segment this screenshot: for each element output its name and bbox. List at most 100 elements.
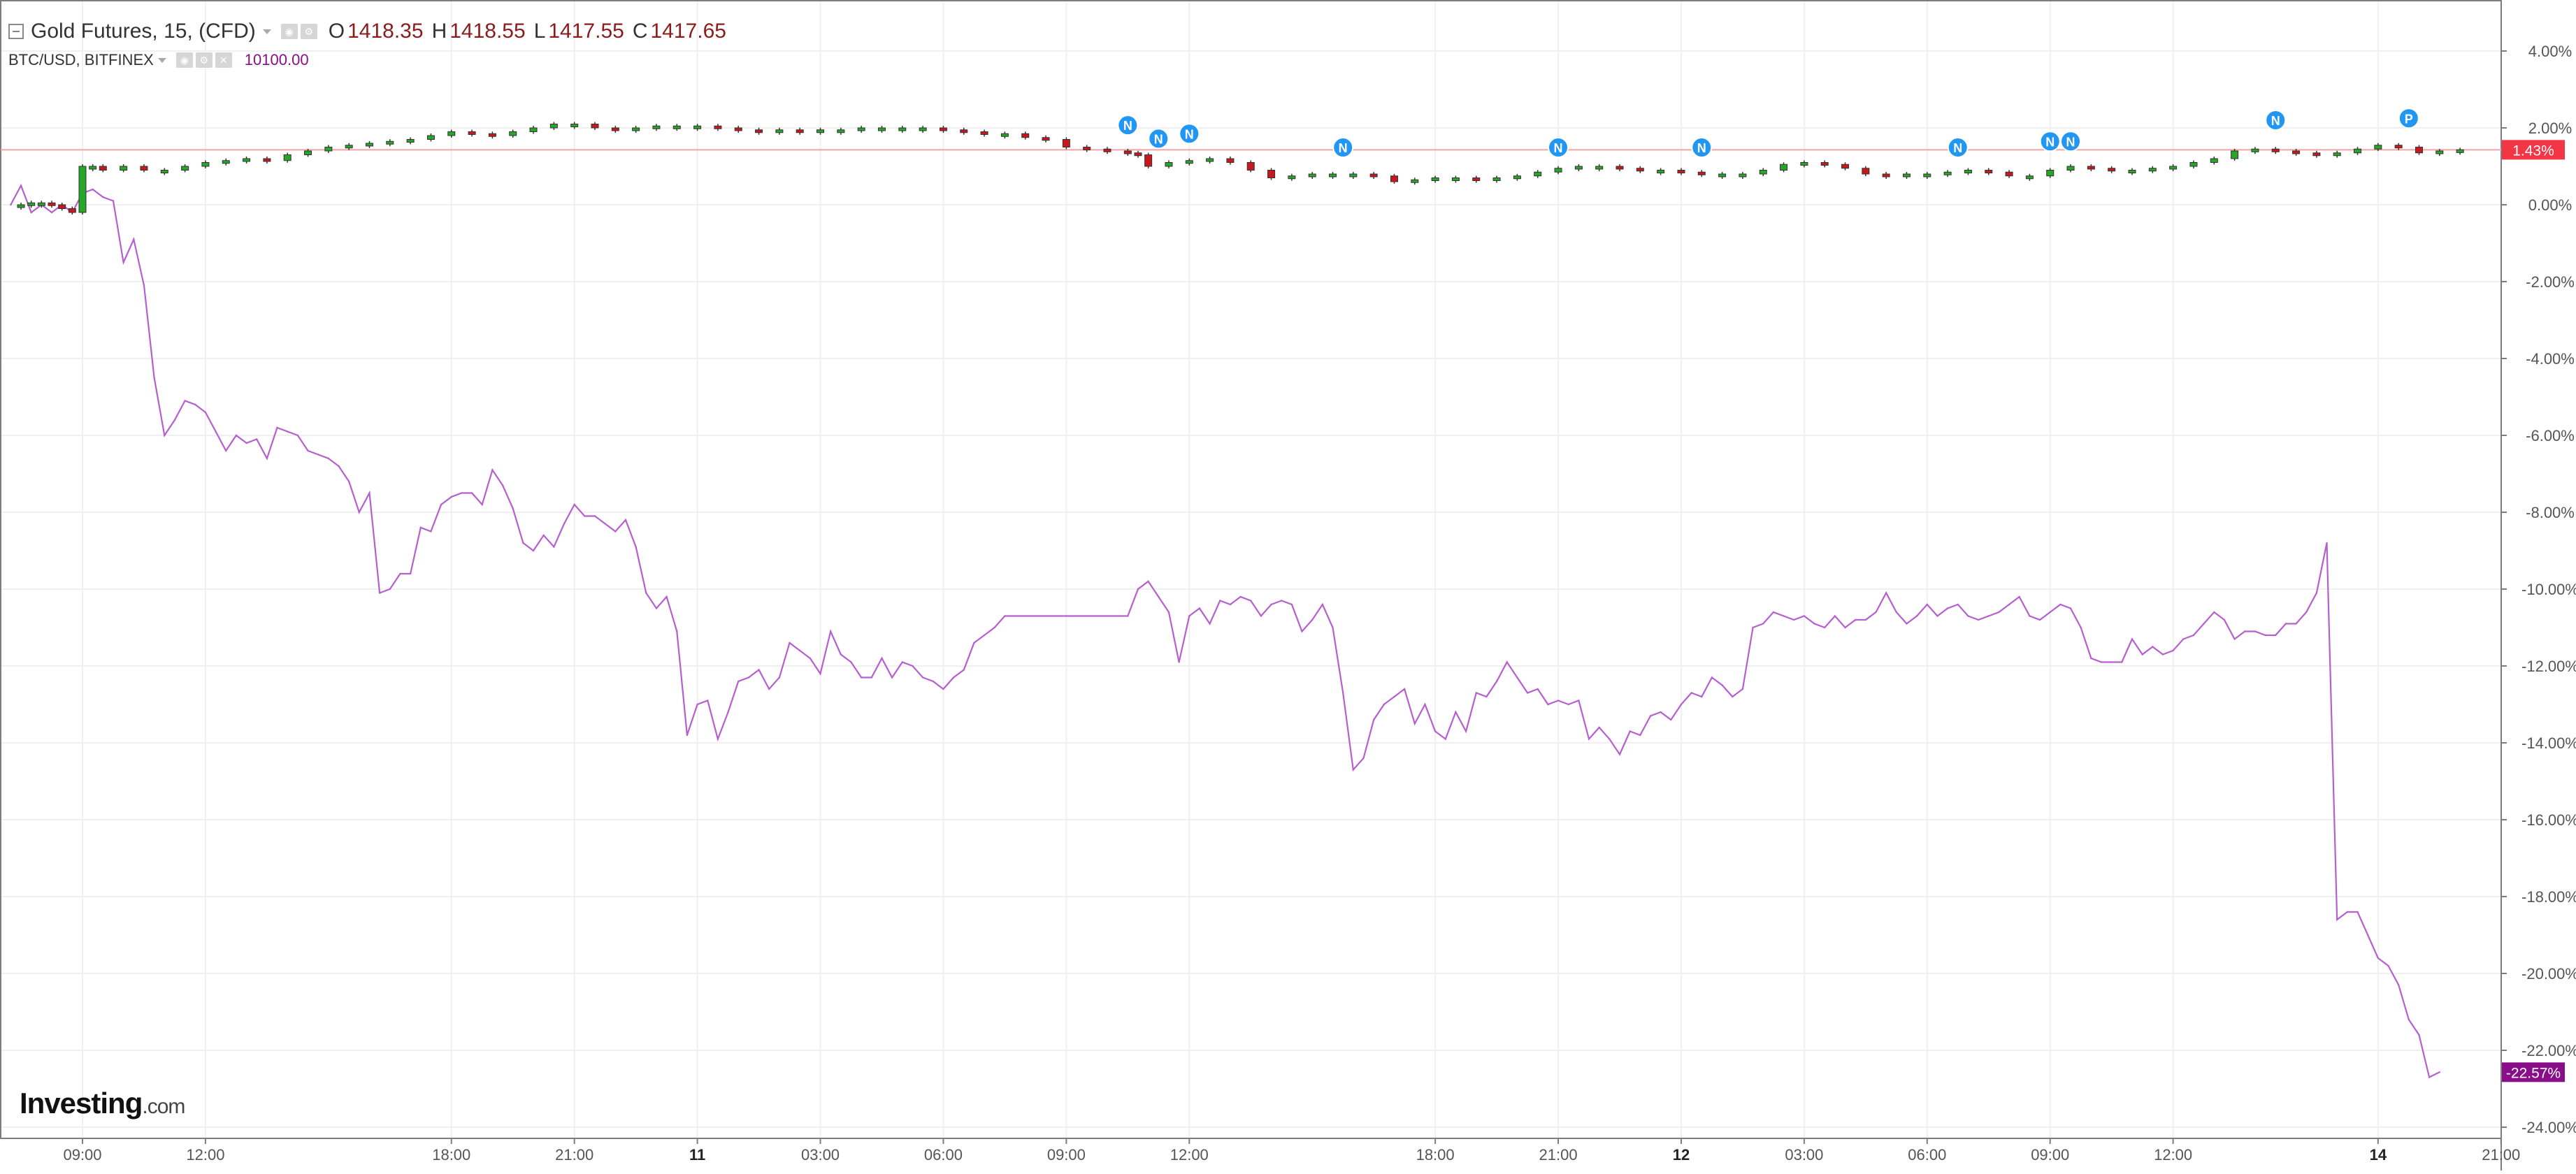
candle: [488, 133, 496, 137]
btc-point: [20, 184, 22, 187]
event-marker-label: P: [2405, 112, 2413, 126]
event-marker-label: N: [1123, 119, 1132, 133]
compare-symbol[interactable]: BTC/USD, BITFINEX: [8, 51, 154, 68]
btc-point: [470, 492, 473, 494]
y-tick-label: -22.00%: [2521, 1042, 2576, 1059]
candle: [837, 129, 845, 133]
btc-point: [1413, 723, 1416, 725]
btc-point: [2438, 1071, 2440, 1073]
btc-point: [2029, 615, 2031, 617]
candle: [570, 124, 579, 127]
btc-point: [1598, 726, 1600, 729]
candle: [222, 160, 230, 164]
candle: [140, 166, 148, 171]
candle: [2087, 166, 2095, 170]
candle: [1103, 148, 1111, 152]
candle: [2148, 168, 2157, 172]
event-marker-label: N: [2271, 114, 2280, 128]
candle: [1267, 170, 1276, 178]
candle: [734, 127, 742, 131]
collapse-icon[interactable]: [8, 24, 24, 39]
btc-point: [1178, 661, 1180, 663]
close-label: C: [632, 20, 648, 43]
btc-point: [747, 676, 750, 679]
btc-point: [993, 626, 995, 629]
candle: [611, 127, 619, 131]
btc-point: [1526, 692, 1529, 694]
x-tick-label: 18:00: [432, 1146, 470, 1164]
candle: [2312, 152, 2321, 157]
btc-point: [983, 634, 986, 637]
btc-point: [1290, 603, 1293, 606]
candle: [898, 127, 907, 131]
candle: [2251, 148, 2259, 152]
btc-point: [1998, 611, 2000, 614]
chevron-down-icon[interactable]: [262, 29, 271, 34]
btc-point: [1701, 695, 1703, 698]
btc-point: [614, 530, 617, 532]
btc-point: [2397, 984, 2400, 986]
brand-name: Investing: [20, 1087, 143, 1119]
candle: [1943, 171, 1952, 175]
symbol-title[interactable]: Gold Futures, 15, (CFD): [31, 20, 256, 43]
eye-icon[interactable]: ◉: [280, 24, 298, 39]
candle: [1226, 158, 1235, 163]
gear-icon[interactable]: ⚙: [300, 24, 317, 39]
btc-point: [1906, 623, 1908, 625]
btc-point: [593, 515, 596, 517]
candle: [1042, 137, 1050, 141]
btc-point: [1711, 676, 1713, 679]
candle: [960, 129, 968, 133]
btc-point: [1639, 734, 1641, 737]
btc-point: [952, 676, 955, 679]
candle: [120, 166, 128, 171]
btc-point: [1537, 688, 1539, 690]
x-tick-label: 12:00: [2154, 1146, 2192, 1164]
candle: [2046, 170, 2055, 177]
close-icon[interactable]: ✕: [215, 52, 232, 68]
btc-point: [378, 592, 381, 594]
candle: [2415, 147, 2423, 154]
y-tick-label: -6.00%: [2526, 427, 2575, 444]
candle: [1288, 175, 1296, 180]
candle: [591, 124, 599, 129]
btc-point: [789, 642, 791, 644]
btc-point: [2152, 646, 2154, 648]
event-marker: [1947, 137, 1969, 159]
btc-point: [2377, 957, 2380, 959]
candle: [1431, 177, 1439, 181]
candle: [1472, 177, 1481, 181]
chevron-down-icon[interactable]: [157, 57, 166, 63]
btc-point: [1732, 695, 1734, 698]
x-tick-label: 14: [2370, 1146, 2387, 1164]
btc-point: [2131, 638, 2134, 640]
btc-point: [2264, 634, 2266, 637]
btc-point: [1475, 692, 1477, 694]
candle: [27, 202, 36, 206]
btc-point: [1557, 700, 1560, 702]
btc-point: [696, 703, 698, 706]
btc-point: [624, 519, 627, 521]
btc-point: [768, 688, 770, 690]
btc-point: [819, 672, 821, 675]
brand-suffix: .com: [142, 1095, 185, 1118]
btc-point: [1516, 676, 1518, 679]
btc-point: [1424, 703, 1426, 706]
btc-point: [1609, 738, 1611, 740]
btc-point: [1321, 603, 1324, 606]
candle: [1616, 166, 1624, 170]
candle: [426, 135, 435, 140]
candle: [243, 158, 251, 162]
btc-point: [1403, 688, 1406, 690]
candle: [160, 170, 168, 173]
event-marker-label: N: [1154, 132, 1163, 146]
candle: [1513, 175, 1521, 180]
btc-point: [563, 523, 566, 525]
candle: [78, 166, 87, 213]
btc-point: [133, 238, 135, 240]
candle: [796, 129, 804, 133]
eye-icon[interactable]: ◉: [175, 52, 193, 68]
btc-point: [1332, 626, 1334, 629]
gear-icon[interactable]: ⚙: [195, 52, 213, 68]
